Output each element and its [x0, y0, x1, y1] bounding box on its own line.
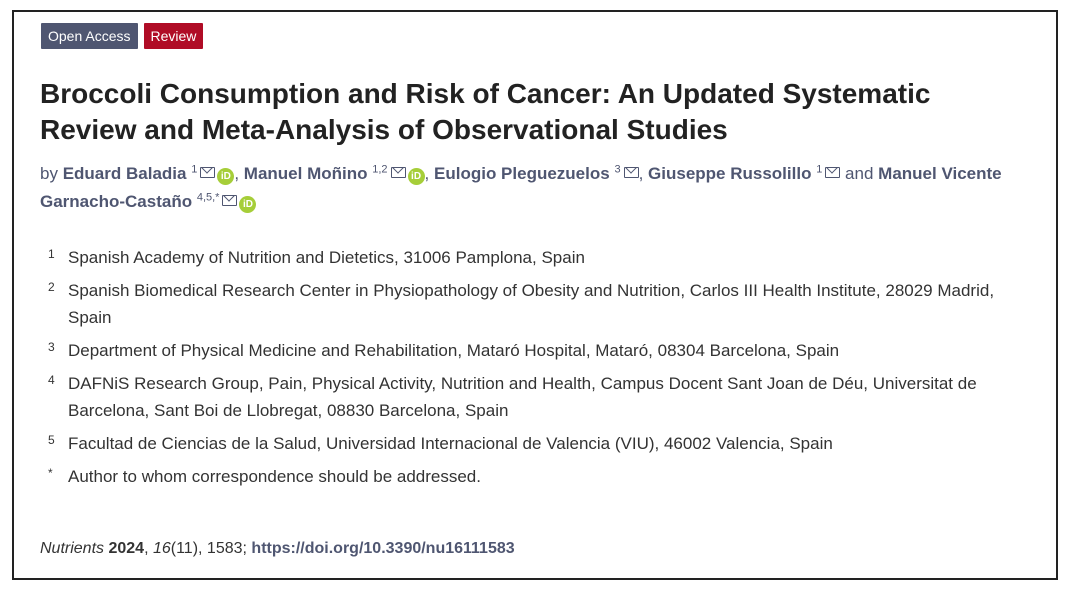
affiliation-item: 4 DAFNiS Research Group, Pain, Physical A… [48, 370, 1038, 424]
author-name[interactable]: Manuel Moñino [243, 164, 368, 183]
orcid-icon[interactable]: iD [407, 168, 425, 185]
email-icon[interactable] [825, 167, 841, 178]
affiliation-number: 5 [48, 433, 55, 447]
author-name[interactable]: Giuseppe Russolillo [648, 164, 812, 183]
affiliation-item: 2 Spanish Biomedical Research Center in P… [48, 277, 1038, 331]
author-affiliation-sup: 1 [816, 163, 823, 176]
email-icon[interactable] [222, 195, 238, 206]
orcid-icon[interactable]: iD [217, 168, 235, 185]
affiliation-number: * [48, 466, 53, 480]
affiliation-text: Facultad de Ciencias de la Salud, Univer… [68, 434, 833, 453]
doi-link[interactable]: https://doi.org/10.3390/nu16111583 [251, 540, 515, 557]
article-header-card: Open Access Review Broccoli Consumption … [12, 10, 1058, 580]
author-affiliation-sup: 4,5,* [196, 191, 220, 204]
citation: Nutrients 2024, 16(11), 1583; https://do… [40, 540, 515, 557]
affiliation-number: 3 [48, 340, 55, 354]
orcid-icon[interactable]: iD [239, 196, 257, 213]
author-affiliation-sup: 1,2 [372, 163, 388, 176]
affiliation-text: DAFNiS Research Group, Pain, Physical Ac… [68, 374, 977, 420]
citation-volume: 16 [152, 540, 171, 557]
author-entry: Manuel Vicente Garnacho-Castaño 4,5,* iD [40, 164, 1002, 213]
author-affiliation-sup: 3 [614, 163, 621, 176]
author-entry: Eulogio Pleguezuelos 3, [434, 163, 644, 183]
affiliation-number: 2 [48, 280, 55, 294]
affiliation-text: Spanish Academy of Nutrition and Dieteti… [68, 248, 585, 267]
affiliation-item: * Author to whom correspondence should be… [48, 463, 1038, 490]
by-label: by [40, 164, 58, 183]
affiliation-item: 5 Facultad de Ciencias de la Salud, Unive… [48, 430, 1038, 457]
affiliation-number: 1 [48, 247, 55, 261]
and-label: and [845, 164, 874, 183]
author-entry: Eduard Baladia 1iD, [62, 163, 240, 185]
affiliation-item: 3 Department of Physical Medicine and Reh… [48, 337, 1038, 364]
email-icon[interactable] [623, 167, 639, 178]
affiliation-list: 1 Spanish Academy of Nutrition and Dietet… [48, 244, 1038, 496]
journal-name[interactable]: Nutrients [40, 540, 105, 557]
affiliation-text: Spanish Biomedical Research Center in Ph… [68, 281, 995, 327]
author-name[interactable]: Manuel Vicente Garnacho-Castaño [40, 164, 1002, 211]
affiliation-item: 1 Spanish Academy of Nutrition and Dietet… [48, 244, 1038, 271]
email-icon[interactable] [390, 167, 406, 178]
affiliation-text: Author to whom correspondence should be … [68, 467, 481, 486]
review-badge[interactable]: Review [143, 23, 204, 49]
affiliation-text: Department of Physical Medicine and Reha… [68, 341, 840, 360]
author-list: by Eduard Baladia 1iD, Manuel Moñino 1,2… [40, 160, 1040, 216]
author-entry: Giuseppe Russolillo 1 and [643, 164, 873, 183]
author-name[interactable]: Eduard Baladia [62, 164, 187, 183]
citation-year: 2024 [108, 540, 145, 557]
author-affiliation-sup: 1 [191, 163, 198, 176]
author-entry: Manuel Moñino 1,2iD, [243, 163, 430, 185]
open-access-badge[interactable]: Open Access [41, 23, 138, 49]
article-title: Broccoli Consumption and Risk of Cancer:… [40, 78, 931, 145]
citation-issue-pages: (11), 1583; [170, 540, 247, 557]
affiliation-number: 4 [48, 373, 55, 387]
email-icon[interactable] [200, 167, 216, 178]
badges: Open Access Review [41, 23, 204, 49]
author-name[interactable]: Eulogio Pleguezuelos [434, 164, 610, 183]
